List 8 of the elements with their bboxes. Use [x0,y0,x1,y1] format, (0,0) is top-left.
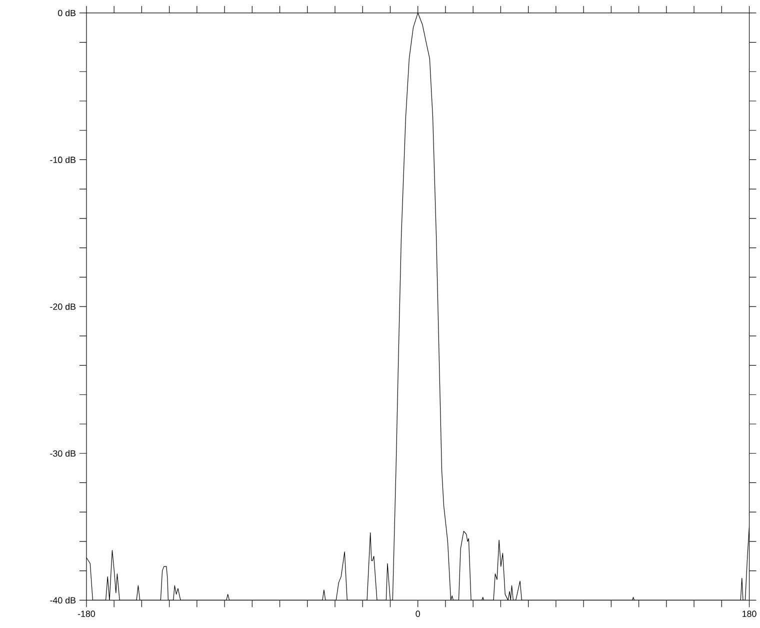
y-tick-label: -20 dB [50,303,76,310]
y-tick-label: 0 dB [58,10,76,16]
x-tick-label: -180 [78,610,96,617]
x-tick-label: 180 [742,610,756,617]
y-tick-label: -30 dB [50,450,76,457]
y-tick-label: -40 dB [50,596,76,604]
x-tick-label: 0 [416,610,420,617]
y-tick-label: -10 dB [50,156,76,164]
